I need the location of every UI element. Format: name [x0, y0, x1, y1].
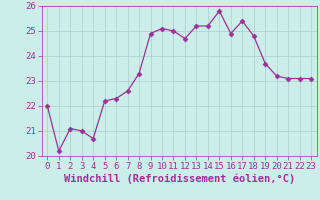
X-axis label: Windchill (Refroidissement éolien,°C): Windchill (Refroidissement éolien,°C) — [64, 173, 295, 184]
